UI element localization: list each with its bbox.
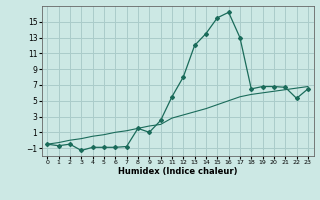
X-axis label: Humidex (Indice chaleur): Humidex (Indice chaleur) <box>118 167 237 176</box>
